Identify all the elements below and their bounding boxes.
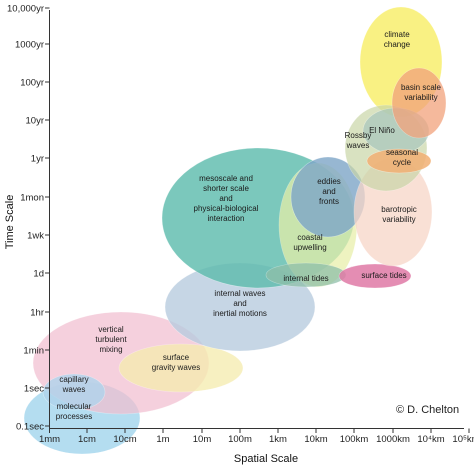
x-axis-title: Spatial Scale bbox=[234, 453, 298, 465]
label-line: surface bbox=[163, 353, 190, 362]
process-ellipses bbox=[23, 6, 447, 455]
label-climate: climate change bbox=[384, 30, 411, 49]
label-line: coastal bbox=[297, 233, 323, 242]
y-axis-ticks: 10,000yr 1000yr 100yr 10yr 1yr 1mon 1wk 1d 1hr 1m… bbox=[7, 4, 50, 433]
label-line: internal tides bbox=[283, 274, 328, 283]
label-line: fronts bbox=[319, 197, 339, 206]
ellipse-seasonal bbox=[366, 148, 432, 174]
label-line: basin scale bbox=[401, 83, 442, 92]
label-basin-scale: basin scale variability bbox=[401, 83, 442, 102]
label-line: variability bbox=[404, 93, 437, 102]
label-line: Rossby bbox=[345, 131, 372, 140]
process-labels: molecular processes capillary waves vertic… bbox=[56, 30, 442, 421]
label-line: capillary bbox=[59, 375, 88, 384]
label-line: turbulent bbox=[95, 335, 127, 344]
label-line: waves bbox=[62, 385, 86, 394]
label-line: processes bbox=[56, 412, 92, 421]
x-tick-label: 10⁵km bbox=[452, 434, 474, 445]
label-coastal-upwelling: coastal upwelling bbox=[293, 233, 326, 252]
x-tick-label: 1000km bbox=[376, 434, 410, 445]
label-surface-gravity: surface gravity waves bbox=[152, 353, 200, 372]
ellipse-surface-gravity bbox=[118, 343, 244, 393]
label-line: internal waves bbox=[214, 289, 265, 298]
label-line: molecular bbox=[57, 402, 92, 411]
label-line: El Niño bbox=[369, 126, 395, 135]
y-tick-label: 10,000yr bbox=[7, 4, 44, 15]
x-tick-label: 10⁴km bbox=[417, 434, 444, 445]
label-internal-waves: internal waves and inertial motions bbox=[213, 289, 267, 318]
label-rossby: Rossby waves bbox=[345, 131, 372, 150]
label-line: change bbox=[384, 40, 411, 49]
y-tick-label: 1hr bbox=[30, 308, 44, 319]
y-tick-label: 1mon bbox=[20, 193, 44, 204]
label-line: surface tides bbox=[361, 271, 406, 280]
label-line: seasonal bbox=[386, 148, 418, 157]
x-tick-label: 1m bbox=[156, 434, 169, 445]
label-internal-tides: internal tides bbox=[283, 274, 328, 283]
label-line: physical-biological bbox=[194, 204, 259, 213]
x-tick-label: 1mm bbox=[39, 434, 60, 445]
y-tick-label: 1yr bbox=[31, 154, 44, 165]
y-tick-label: 10yr bbox=[26, 116, 44, 127]
y-tick-label: 1wk bbox=[27, 231, 44, 242]
label-line: vertical bbox=[98, 325, 124, 334]
x-tick-label: 100km bbox=[340, 434, 369, 445]
x-tick-label: 10cm bbox=[113, 434, 136, 445]
label-seasonal: seasonal cycle bbox=[386, 148, 418, 167]
label-line: shorter scale bbox=[203, 184, 249, 193]
x-tick-label: 10km bbox=[304, 434, 327, 445]
label-line: and bbox=[219, 194, 232, 203]
label-line: inertial motions bbox=[213, 309, 267, 318]
y-tick-label: 1000yr bbox=[15, 40, 44, 51]
y-axis-title: Time Scale bbox=[4, 195, 16, 250]
label-line: and bbox=[322, 187, 335, 196]
y-tick-label: 100yr bbox=[20, 78, 44, 89]
ellipse-basin-scale bbox=[391, 67, 447, 139]
label-surface-tides: surface tides bbox=[361, 271, 406, 280]
label-line: barotropic bbox=[381, 205, 417, 214]
x-tick-label: 1km bbox=[269, 434, 287, 445]
label-capillary: capillary waves bbox=[59, 375, 88, 394]
x-tick-label: 1cm bbox=[78, 434, 96, 445]
x-tick-label: 10m bbox=[193, 434, 212, 445]
credit: © D. Chelton bbox=[396, 404, 459, 416]
label-line: and bbox=[233, 299, 246, 308]
ellipse-surface-tides bbox=[338, 263, 412, 289]
x-axis-ticks: 1mm 1cm 10cm 1m 10m 100m 1km 10km 100km 1000km 10⁴… bbox=[39, 428, 474, 445]
label-line: mixing bbox=[99, 345, 122, 354]
label-line: upwelling bbox=[293, 243, 326, 252]
label-line: gravity waves bbox=[152, 363, 200, 372]
label-line: eddies bbox=[317, 177, 341, 186]
label-line: cycle bbox=[393, 158, 412, 167]
y-tick-label: 1sec bbox=[24, 384, 44, 395]
y-tick-label: 0.1sec bbox=[16, 422, 44, 433]
y-tick-label: 1min bbox=[23, 346, 44, 357]
label-line: climate bbox=[384, 30, 410, 39]
label-vertical-turbulent: vertical turbulent mixing bbox=[95, 325, 127, 354]
label-barotropic: barotropic variability bbox=[381, 205, 417, 224]
y-tick-label: 1d bbox=[33, 269, 44, 280]
axes bbox=[49, 10, 464, 429]
label-line: mesoscale and bbox=[199, 174, 253, 183]
label-line: interaction bbox=[208, 214, 245, 223]
label-eddies: eddies and fronts bbox=[317, 177, 341, 206]
label-molecular: molecular processes bbox=[56, 402, 92, 421]
label-line: variability bbox=[382, 215, 415, 224]
label-el-nino: El Niño bbox=[369, 126, 395, 135]
ellipse-capillary bbox=[42, 373, 106, 411]
label-line: waves bbox=[346, 141, 370, 150]
x-tick-label: 100m bbox=[228, 434, 252, 445]
label-mesoscale: mesoscale and shorter scale and physical-bi… bbox=[194, 174, 259, 223]
